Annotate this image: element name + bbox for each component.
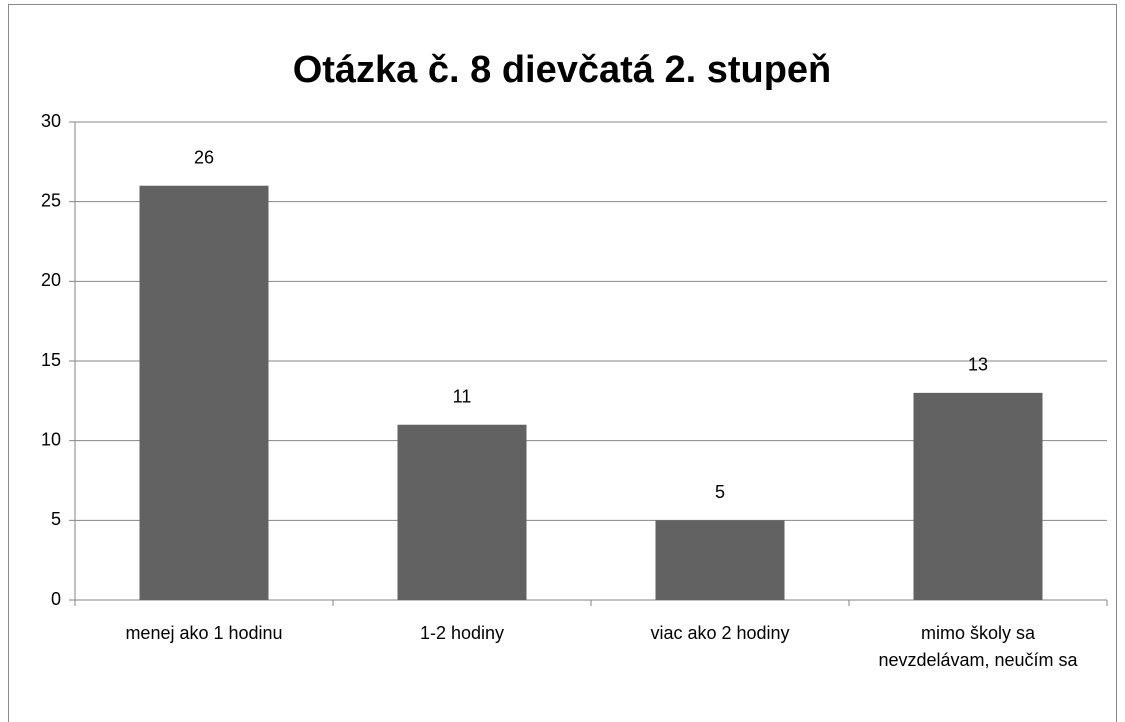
x-tick-label: viac ako 2 hodiny	[650, 623, 790, 643]
y-tick-label: 25	[41, 190, 61, 210]
bar	[139, 185, 269, 600]
x-tick-label: 1-2 hodiny	[419, 623, 505, 643]
y-tick-label: 30	[41, 111, 61, 131]
chart-title: Otázka č. 8 dievčatá 2. stupeň	[293, 49, 832, 91]
bar	[913, 392, 1043, 600]
y-tick-label: 20	[41, 270, 61, 290]
bar	[397, 424, 527, 600]
x-tick-label: menej ako 1 hodinu	[125, 623, 283, 643]
data-label: 11	[453, 386, 472, 406]
y-tick-label: 0	[51, 589, 61, 609]
data-label: 26	[194, 147, 214, 167]
y-tick-label: 10	[41, 429, 61, 449]
data-label: 13	[968, 355, 988, 375]
bar	[655, 520, 785, 600]
data-label: 5	[715, 482, 725, 502]
y-tick-label: 15	[41, 350, 61, 370]
y-tick-label: 5	[51, 509, 61, 529]
x-tick-label: mimo školy sa nevzdelávam, neučím sa	[878, 623, 1078, 670]
